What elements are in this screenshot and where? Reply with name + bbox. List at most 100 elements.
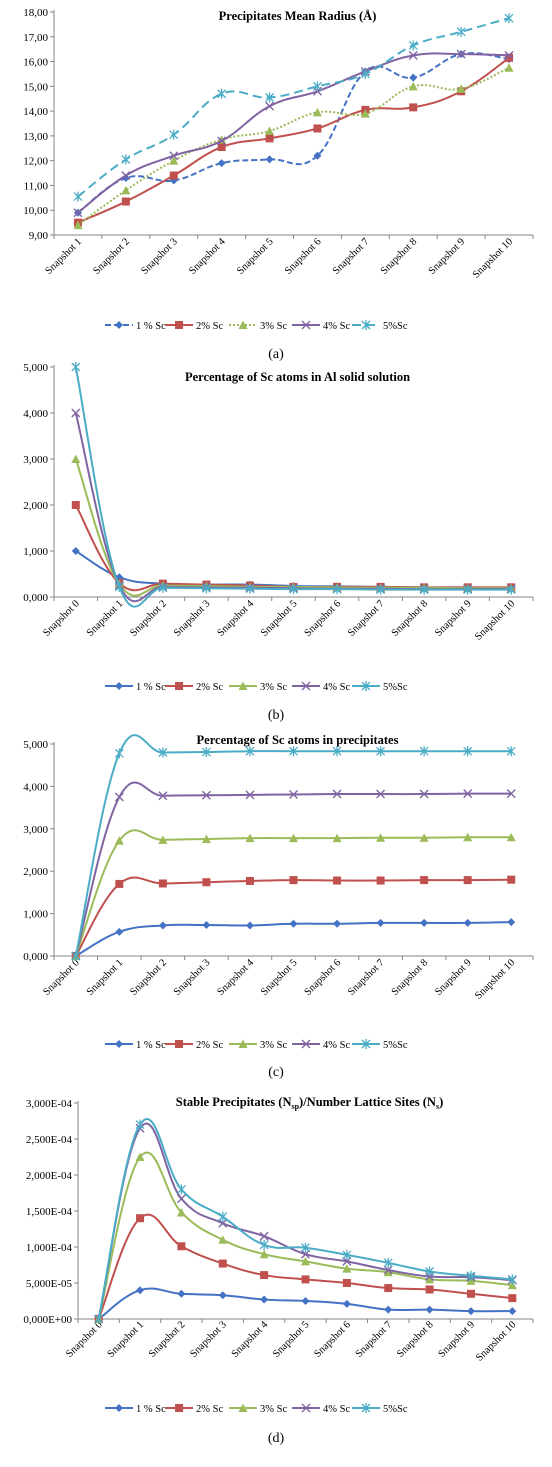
y-tick-label: 2,000 xyxy=(23,500,48,512)
x-tick-label: Snapshot 0 xyxy=(41,598,82,639)
x-tick-label: Snapshot 8 xyxy=(390,598,431,639)
series-5 xyxy=(71,362,516,608)
data-point xyxy=(504,50,514,60)
legend-label: 1 % Sc xyxy=(136,1040,166,1051)
series-3 xyxy=(73,63,514,230)
x-tick-label: Snapshot 2 xyxy=(91,236,132,277)
x-tick-label: Snapshot 8 xyxy=(390,957,431,998)
data-point xyxy=(332,789,342,799)
data-point xyxy=(332,746,342,757)
legend-label: 3% Sc xyxy=(260,1404,287,1415)
data-point xyxy=(376,833,386,842)
legend-label: 4% Sc xyxy=(323,682,350,693)
data-point xyxy=(202,921,211,930)
data-point xyxy=(73,220,83,230)
chart-4: Stable Precipitates (Nsp)/Number Lattice… xyxy=(23,1095,534,1415)
data-point xyxy=(425,1285,434,1294)
data-point xyxy=(463,918,472,927)
chart-title: Percentage of Sc atoms in precipitates xyxy=(197,733,399,747)
data-point xyxy=(507,875,516,884)
data-point xyxy=(289,789,298,799)
series-line xyxy=(74,366,512,608)
x-tick-label: Snapshot 3 xyxy=(172,598,213,639)
legend-marker xyxy=(238,1403,248,1412)
legend-marker xyxy=(361,1403,371,1413)
x-tick-label: Snapshot 8 xyxy=(379,236,420,277)
x-tick-label: Snapshot 10 xyxy=(471,236,515,280)
legend-marker xyxy=(115,1404,123,1412)
data-point xyxy=(218,1235,228,1244)
y-tick-label: 2,000E-04 xyxy=(26,1170,73,1182)
data-point xyxy=(71,951,81,961)
x-tick-label: Snapshot 4 xyxy=(215,598,256,639)
data-point xyxy=(419,789,429,799)
legend-marker xyxy=(361,320,371,330)
series-line xyxy=(97,1151,513,1320)
data-point xyxy=(260,1295,269,1304)
data-point xyxy=(177,1242,186,1251)
y-tick-label: 0,000 xyxy=(23,951,48,963)
y-tick-label: 2,000 xyxy=(23,866,48,878)
caption-a: (a) xyxy=(268,347,284,362)
x-tick-label: Snapshot 1 xyxy=(106,1319,147,1360)
data-point xyxy=(217,143,226,152)
chart-title: Precipitates Mean Radius (Å) xyxy=(219,9,377,23)
y-tick-label: 4,000 xyxy=(23,408,48,420)
x-tick-label: Snapshot 0 xyxy=(41,957,82,998)
data-point xyxy=(342,1249,352,1260)
data-point xyxy=(506,832,516,842)
data-point xyxy=(376,584,386,595)
x-tick-label: Snapshot 6 xyxy=(283,236,324,277)
series-line xyxy=(74,734,512,957)
data-point xyxy=(408,81,418,91)
chart-3: Percentage of Sc atoms in precipitates 0,… xyxy=(23,733,534,1051)
chart-1: Precipitates Mean Radius (Å) 9,00 10,00 11,… xyxy=(23,7,534,332)
data-point xyxy=(71,547,80,555)
legend-label: 1 % Sc xyxy=(136,1404,166,1415)
data-point xyxy=(169,151,179,161)
data-point xyxy=(383,1265,393,1275)
series-line xyxy=(77,17,510,198)
caption-d: (d) xyxy=(268,1431,285,1446)
legend-label: 3% Sc xyxy=(260,321,287,332)
legend-marker xyxy=(301,1039,311,1049)
data-point xyxy=(333,919,342,928)
series-line xyxy=(77,66,510,226)
y-tick-label: 13,00 xyxy=(23,131,48,143)
data-point xyxy=(114,581,124,592)
data-point xyxy=(260,1271,269,1280)
y-tick-label: 0,000 xyxy=(23,592,48,604)
legend-label: 5%Sc xyxy=(383,1404,408,1415)
data-point xyxy=(114,748,124,759)
data-point xyxy=(508,1294,517,1303)
data-point xyxy=(289,833,298,843)
data-point xyxy=(313,124,322,133)
data-point xyxy=(342,1299,351,1308)
data-point xyxy=(136,1286,145,1295)
data-point xyxy=(114,836,124,845)
data-point xyxy=(217,159,226,168)
series-4 xyxy=(71,408,516,603)
data-point xyxy=(289,919,298,928)
data-point xyxy=(217,88,227,99)
data-point xyxy=(506,746,516,757)
data-point xyxy=(504,63,514,72)
data-point xyxy=(169,156,179,165)
data-point xyxy=(265,101,275,111)
data-point xyxy=(259,1249,269,1259)
data-point xyxy=(289,746,298,757)
x-tick-label: Snapshot 7 xyxy=(346,957,387,998)
data-point xyxy=(342,1264,352,1273)
x-tick-label: Snapshot 9 xyxy=(436,1319,477,1360)
legend-label: 3% Sc xyxy=(260,682,287,693)
data-point xyxy=(169,171,178,180)
legend-marker xyxy=(301,1403,311,1413)
series-2 xyxy=(71,875,516,960)
data-point xyxy=(71,362,81,372)
x-tick-label: Snapshot 5 xyxy=(259,598,300,639)
data-point xyxy=(360,109,370,118)
series-line xyxy=(77,52,510,214)
series-5 xyxy=(94,1118,517,1324)
data-point xyxy=(158,582,168,593)
data-point xyxy=(332,584,342,595)
